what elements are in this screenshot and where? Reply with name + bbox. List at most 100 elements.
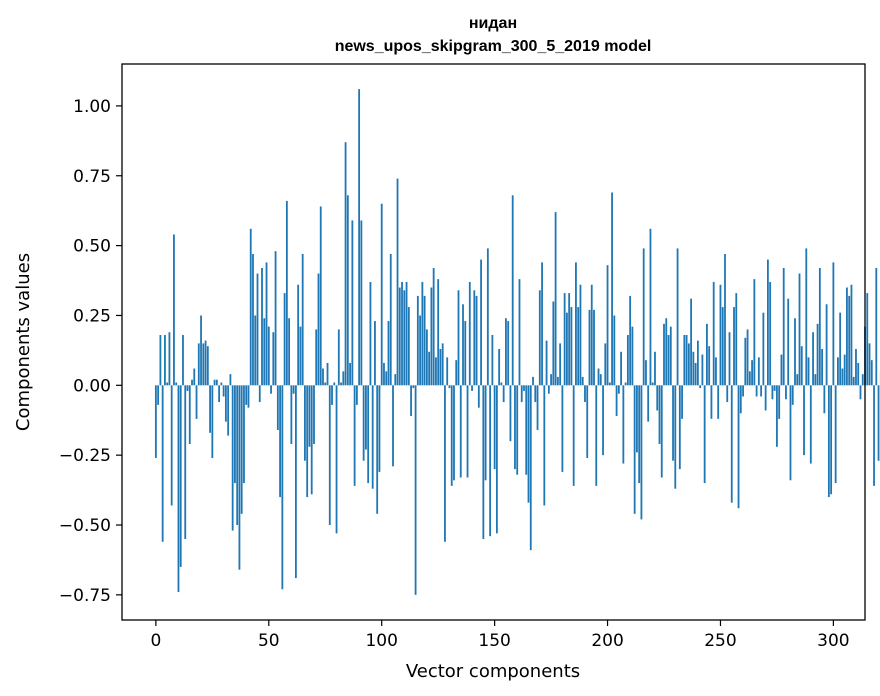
bar [692, 351, 695, 386]
bar [685, 335, 688, 386]
bar [405, 281, 408, 386]
bar [173, 234, 175, 386]
bar [473, 290, 476, 386]
bar [674, 385, 677, 489]
bar [575, 262, 577, 386]
bar [342, 371, 345, 386]
bar [374, 321, 376, 386]
bar [308, 385, 311, 447]
bar [762, 312, 765, 386]
bar [669, 326, 672, 386]
bar [843, 354, 846, 386]
bar [753, 279, 756, 386]
bar [200, 315, 202, 386]
bar [638, 385, 641, 484]
bar [378, 385, 381, 472]
y-tick-label: −0.50 [59, 516, 111, 536]
bar [164, 335, 166, 386]
bar [536, 385, 539, 431]
bar [782, 267, 785, 386]
bar [450, 385, 453, 486]
bar [435, 357, 437, 386]
bar [425, 329, 428, 386]
bar [755, 385, 758, 397]
bar [597, 368, 600, 386]
bar [633, 385, 636, 514]
bar [773, 385, 776, 391]
bar [640, 385, 643, 520]
bar [168, 332, 171, 386]
bar [735, 293, 738, 386]
bar [249, 228, 252, 386]
bar [803, 385, 805, 456]
bar [724, 253, 726, 386]
bar [480, 259, 482, 386]
bar [297, 284, 300, 386]
bar [240, 385, 243, 514]
bar [319, 206, 322, 386]
bar [247, 385, 250, 408]
y-axis-label: Components values [13, 253, 34, 431]
bar [760, 385, 763, 397]
bar [554, 212, 557, 386]
bar [615, 385, 618, 417]
bar [873, 385, 875, 486]
bar [491, 335, 494, 386]
bar [588, 309, 591, 386]
bar [179, 385, 182, 567]
x-tick-label: 300 [817, 631, 849, 651]
bar [245, 385, 248, 405]
bar [326, 362, 329, 386]
bar [437, 279, 440, 386]
bar [258, 385, 261, 403]
bar [290, 385, 293, 444]
bar [514, 385, 516, 470]
bar [841, 368, 844, 386]
bar [545, 340, 548, 386]
bar [211, 385, 214, 458]
x-tick-label: 0 [150, 631, 161, 651]
bar [721, 307, 724, 386]
bar [502, 385, 505, 403]
bar [663, 323, 665, 386]
bar [385, 371, 388, 386]
bar [324, 382, 327, 386]
x-tick-label: 150 [478, 631, 510, 651]
bar [439, 348, 442, 386]
bar [579, 284, 582, 386]
bar [678, 385, 681, 470]
bar [498, 348, 501, 386]
bar [238, 385, 241, 570]
bar [197, 343, 200, 386]
bar [581, 376, 584, 386]
bar [543, 385, 546, 506]
bar [852, 376, 855, 386]
bar [796, 374, 799, 386]
bar [166, 382, 169, 386]
bar [821, 348, 823, 386]
bar [313, 385, 315, 444]
bar [403, 290, 406, 386]
bar [875, 267, 878, 386]
bar [401, 281, 403, 386]
bar [365, 385, 367, 450]
bar [855, 348, 857, 386]
bar [827, 385, 830, 498]
bar [606, 265, 609, 386]
bar [656, 385, 659, 411]
x-tick-label: 200 [591, 631, 623, 651]
bar [292, 385, 295, 394]
bar [202, 343, 205, 386]
bar [525, 385, 528, 475]
bar [213, 379, 216, 386]
bar [333, 382, 336, 386]
bar [593, 309, 595, 386]
bar [407, 307, 410, 386]
bar [737, 385, 740, 509]
bar [177, 385, 180, 593]
bar [687, 343, 690, 386]
bar [234, 385, 236, 484]
bar [412, 385, 415, 389]
bar [486, 248, 489, 386]
bar [376, 385, 379, 514]
